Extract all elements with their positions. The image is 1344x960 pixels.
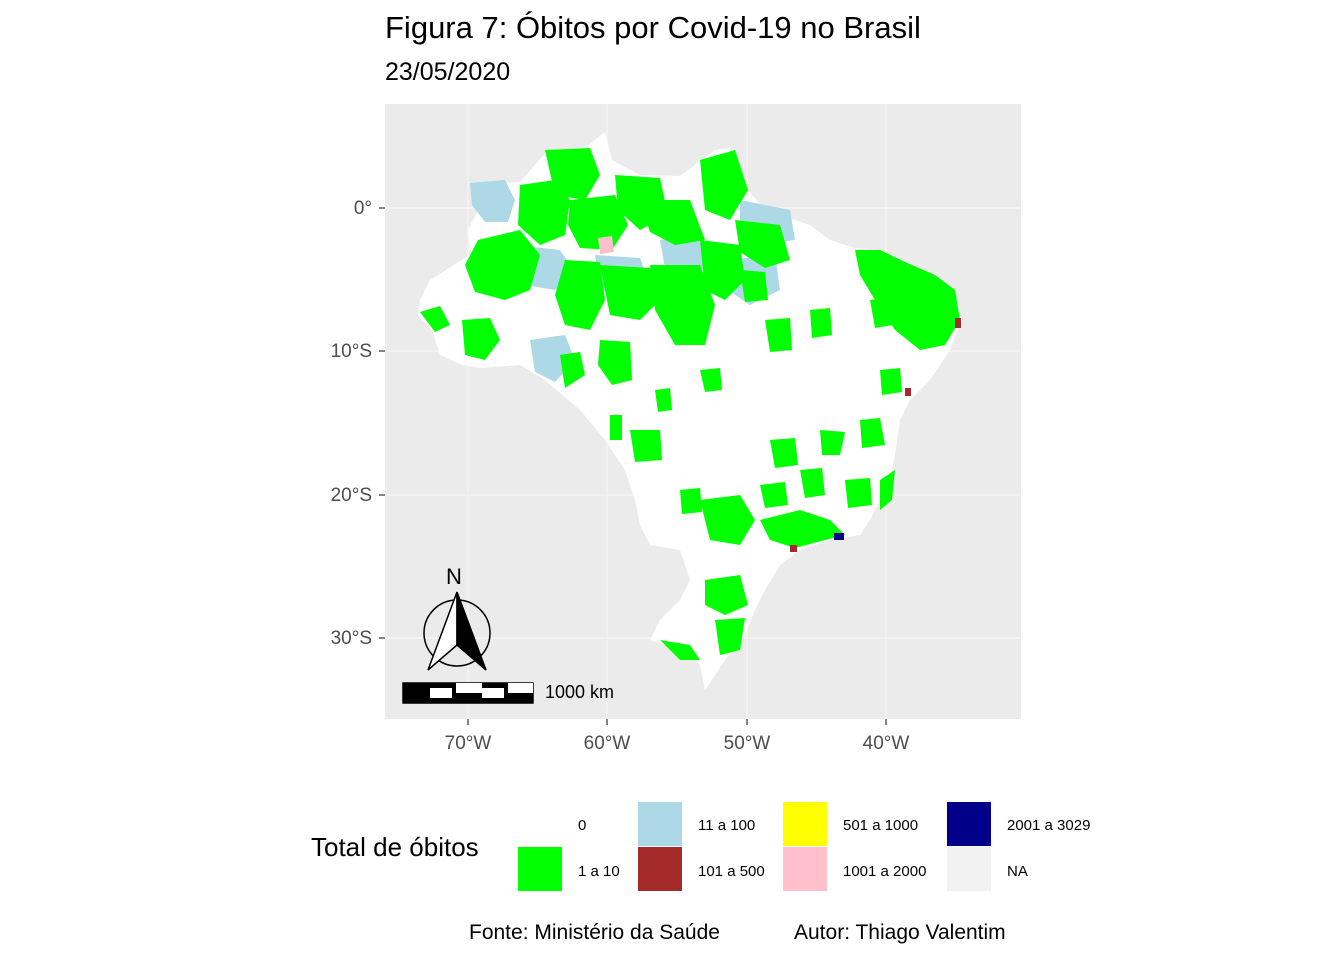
y-tick-label: 20°S — [330, 485, 372, 506]
north-arrow-icon — [423, 591, 491, 671]
chart-subtitle: 23/05/2020 — [385, 58, 511, 86]
legend-key-0 — [518, 802, 562, 846]
caption-author: Autor: Thiago Valentim — [794, 921, 1006, 944]
class-2001-3029 — [834, 533, 844, 540]
scale-bar-label: 1000 km — [545, 682, 615, 702]
legend-label-4: 501 a 1000 — [843, 817, 919, 834]
chart-title: Figura 7: Óbitos por Covid-19 no Brasil — [385, 10, 921, 45]
x-tick-label: 40°W — [862, 733, 910, 754]
class-1001-2000 — [598, 236, 614, 254]
axis-ticks — [379, 207, 887, 725]
x-tick-label: 70°W — [444, 733, 492, 754]
legend-key-7 — [947, 847, 991, 891]
north-label: N — [446, 564, 462, 589]
legend-key-3 — [638, 847, 682, 891]
y-tick-label: 30°S — [330, 628, 372, 649]
x-tick-label: 60°W — [583, 733, 631, 754]
legend-title: Total de óbitos — [311, 832, 479, 862]
legend-key-6 — [947, 802, 991, 846]
legend-label-2: 11 a 100 — [698, 817, 756, 834]
legend-label-6: 2001 a 3029 — [1007, 817, 1091, 834]
class-1-10 — [420, 148, 960, 660]
class-101-500 — [790, 318, 961, 552]
legend-label-7: NA — [1007, 863, 1028, 880]
legend-key-4 — [783, 802, 827, 846]
legend-label-1: 1 a 10 — [578, 863, 620, 880]
y-tick-label: 0° — [353, 198, 372, 219]
legend-key-5 — [783, 847, 827, 891]
x-tick-label: 50°W — [723, 733, 771, 754]
legend-label-0: 0 — [578, 817, 587, 834]
legend-key-1 — [518, 847, 562, 891]
scale-bar — [402, 682, 534, 704]
caption-source: Fonte: Ministério da Saúde — [469, 921, 720, 944]
legend-label-5: 1001 a 2000 — [843, 863, 927, 880]
y-tick-label: 10°S — [330, 341, 372, 362]
legend-key-2 — [638, 802, 682, 846]
legend-label-3: 101 a 500 — [698, 863, 765, 880]
